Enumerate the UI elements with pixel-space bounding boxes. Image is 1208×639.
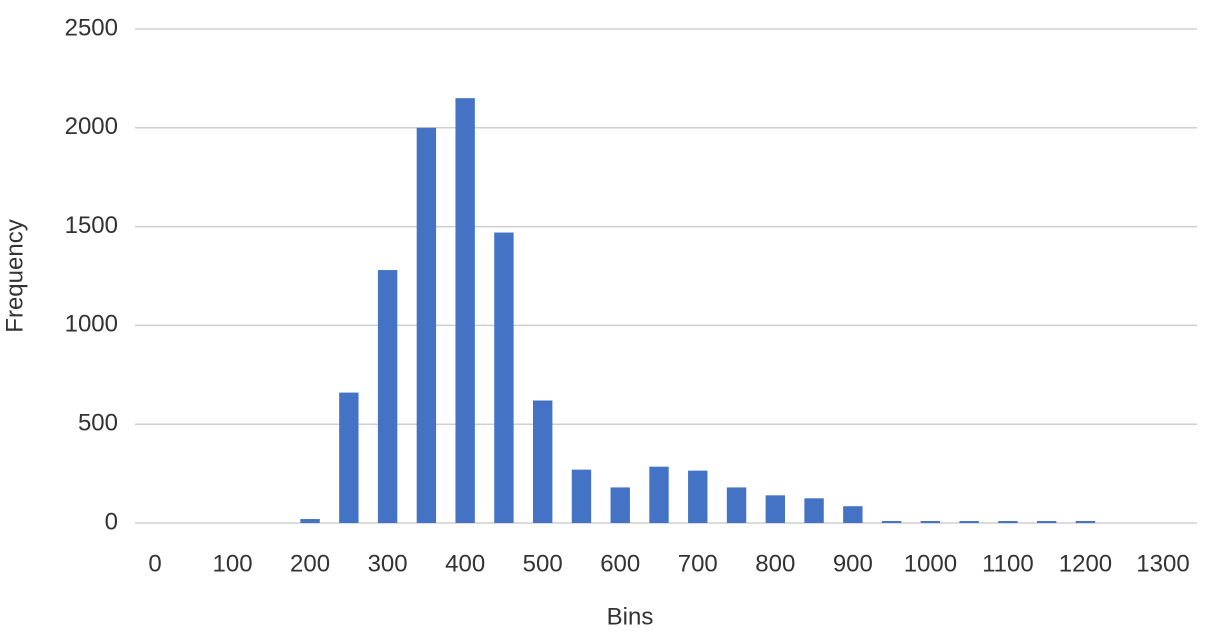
bar xyxy=(843,506,863,523)
y-tick-label: 0 xyxy=(105,508,118,535)
x-tick-label: 1300 xyxy=(1136,550,1189,577)
bar xyxy=(765,495,785,523)
x-tick-label: 300 xyxy=(368,550,408,577)
x-tick-label: 0 xyxy=(148,550,161,577)
bar xyxy=(1037,521,1057,523)
x-tick-label: 900 xyxy=(833,550,873,577)
x-tick-label: 700 xyxy=(678,550,718,577)
bar xyxy=(377,270,398,523)
bar xyxy=(959,521,979,523)
x-tick-label: 200 xyxy=(290,550,330,577)
bar xyxy=(533,400,553,523)
x-tick-label: 800 xyxy=(755,550,795,577)
bar xyxy=(649,466,669,523)
y-tick-label: 500 xyxy=(78,410,118,437)
bar xyxy=(920,521,941,523)
bar xyxy=(339,392,359,523)
bar xyxy=(455,98,475,523)
bar xyxy=(1075,521,1096,523)
x-tick-label: 1100 xyxy=(982,550,1034,577)
bar xyxy=(494,232,514,523)
x-tick-label: 500 xyxy=(523,550,563,577)
x-tick-label: 600 xyxy=(600,550,640,577)
bar xyxy=(881,521,902,523)
bar xyxy=(571,469,592,523)
y-axis-label: Frequency xyxy=(1,219,28,332)
x-tick-label: 100 xyxy=(213,550,253,577)
bar xyxy=(416,127,437,524)
x-tick-label: 400 xyxy=(445,550,485,577)
y-tick-label: 2000 xyxy=(65,113,118,140)
bar xyxy=(804,498,824,523)
x-tick-label: 1000 xyxy=(904,550,957,577)
bar xyxy=(688,470,708,523)
bar xyxy=(610,487,630,523)
x-axis-label: Bins xyxy=(607,603,654,630)
bar xyxy=(726,487,747,523)
bar xyxy=(300,519,320,523)
y-tick-label: 1000 xyxy=(65,311,118,338)
y-tick-label: 2500 xyxy=(65,14,118,41)
y-tick-label: 1500 xyxy=(65,212,118,239)
bar xyxy=(998,521,1018,523)
x-tick-label: 1200 xyxy=(1059,550,1112,577)
